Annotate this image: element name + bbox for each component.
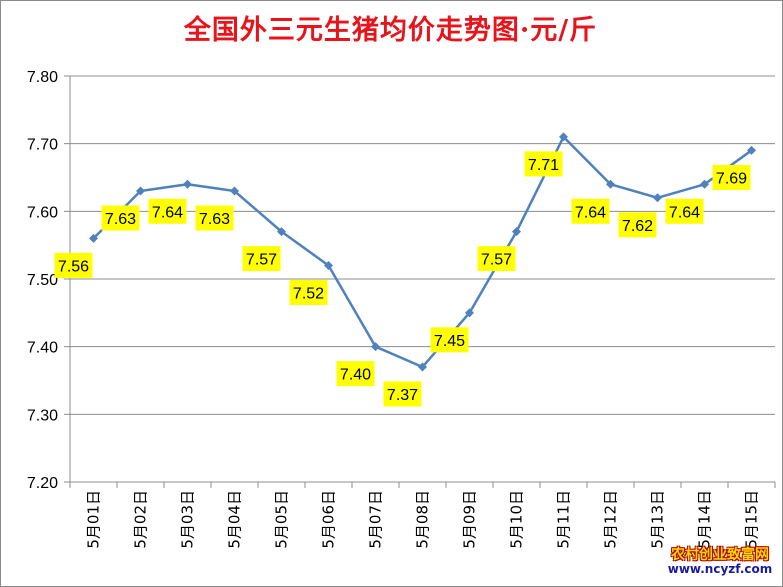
data-label-text: 7.64: [575, 204, 606, 221]
x-tick-label: 5月15日: [743, 490, 761, 549]
data-point: [371, 342, 380, 352]
data-label: 7.40: [336, 361, 375, 387]
data-label-text: 7.71: [528, 157, 559, 174]
y-tick-label: 7.70: [27, 137, 58, 154]
x-tick-label: 5月12日: [602, 490, 620, 549]
data-label-text: 7.56: [58, 258, 89, 275]
data-label: 7.64: [571, 198, 610, 224]
data-label-text: 7.62: [622, 218, 653, 235]
data-label-box: [712, 164, 751, 190]
series-line: [92, 135, 753, 369]
data-label: 7.71: [524, 151, 563, 177]
data-label-text: 7.64: [669, 204, 700, 221]
x-tick-labels: 5月01日 5月02日 5月03日 5月04日 5月05日 5月06日 5月07日 5月08日…: [85, 490, 761, 549]
data-label: 7.57: [477, 246, 516, 272]
x-tick-label: 5月01日: [85, 490, 103, 549]
x-tick-label: 5月13日: [649, 490, 667, 549]
data-point: [136, 186, 145, 196]
y-tick-label: 7.30: [27, 407, 58, 424]
x-tick-label: 5月04日: [226, 490, 244, 549]
data-label-text: 7.52: [293, 285, 324, 302]
x-tick-label: 5月05日: [273, 490, 291, 549]
data-label-box: [383, 381, 422, 407]
watermark-logo: 农村创业致富网 www.ncyzf.com: [664, 548, 776, 580]
data-point: [559, 132, 568, 142]
data-label: 7.37: [383, 381, 422, 407]
data-point: [700, 179, 709, 189]
data-label-box: [242, 246, 281, 272]
watermark-url: www.ncyzf.com: [667, 562, 773, 576]
x-tick-label: 5月08日: [414, 490, 432, 549]
data-label-text: 7.63: [105, 211, 136, 228]
data-label-text: 7.63: [199, 211, 230, 228]
data-label-text: 7.69: [716, 170, 747, 187]
data-label-box: [148, 198, 187, 224]
data-label-box: [571, 198, 610, 224]
x-tick-label: 5月07日: [367, 490, 385, 549]
x-tick-label: 5月10日: [508, 490, 526, 549]
x-tick-label: 5月03日: [179, 490, 197, 549]
data-point: [183, 179, 192, 189]
data-label-box: [524, 151, 563, 177]
y-tick-label: 7.20: [27, 475, 58, 492]
data-labels: 7.56 7.63 7.64 7.63 7.57 7.52 7.40 7.37 7.45 7.57…: [54, 151, 751, 407]
data-label: 7.69: [712, 164, 751, 190]
x-tick-label: 5月11日: [555, 490, 573, 549]
x-tick-label: 5月02日: [132, 490, 150, 549]
data-label-text: 7.45: [434, 333, 465, 350]
y-tick-label: 7.80: [27, 69, 58, 86]
data-label: 7.63: [101, 205, 140, 231]
x-tick-label: 5月06日: [320, 490, 338, 549]
data-point: [653, 193, 662, 203]
data-label: 7.63: [195, 205, 234, 231]
data-label: 7.64: [665, 198, 704, 224]
data-label: 7.45: [430, 327, 469, 353]
data-label-box: [618, 212, 657, 238]
data-label: 7.57: [242, 246, 281, 272]
series-price: [89, 132, 756, 372]
data-label: 7.62: [618, 212, 657, 238]
data-point: [465, 308, 474, 318]
data-label-text: 7.57: [246, 252, 277, 269]
y-tick-label: 7.50: [27, 272, 58, 289]
data-label: 7.52: [289, 279, 328, 305]
data-label-box: [195, 205, 234, 231]
watermark-text: 农村创业致富网: [671, 547, 769, 563]
data-label-box: [101, 205, 140, 231]
gridlines: [70, 75, 775, 415]
data-point: [418, 362, 427, 372]
data-point: [277, 227, 286, 237]
data-label-text: 7.57: [481, 252, 512, 269]
data-point: [606, 179, 615, 189]
y-tick-labels: 7.20 7.30 7.40 7.50 7.60 7.70 7.80: [27, 69, 58, 492]
data-point: [230, 186, 239, 196]
data-label-box: [289, 279, 328, 305]
data-label-box: [477, 246, 516, 272]
data-label-box: [430, 327, 469, 353]
x-tick-label: 5月09日: [461, 490, 479, 549]
data-label: 7.56: [54, 252, 93, 278]
data-point: [747, 145, 756, 155]
data-label-box: [54, 252, 93, 278]
data-point: [324, 260, 333, 270]
data-label-text: 7.64: [152, 204, 183, 221]
chart-title: 全国外三元生猪均价走势图·元/斤: [183, 15, 598, 46]
data-label-box: [336, 361, 375, 387]
x-tick-label: 5月14日: [696, 490, 714, 549]
y-tick-label: 7.40: [27, 340, 58, 357]
axes: [64, 75, 776, 488]
data-label: 7.64: [148, 198, 187, 224]
data-label-text: 7.37: [387, 387, 418, 404]
data-label-text: 7.40: [340, 367, 371, 384]
y-tick-label: 7.60: [27, 204, 58, 221]
data-point: [89, 233, 98, 243]
data-label-box: [665, 198, 704, 224]
data-point: [512, 227, 521, 237]
